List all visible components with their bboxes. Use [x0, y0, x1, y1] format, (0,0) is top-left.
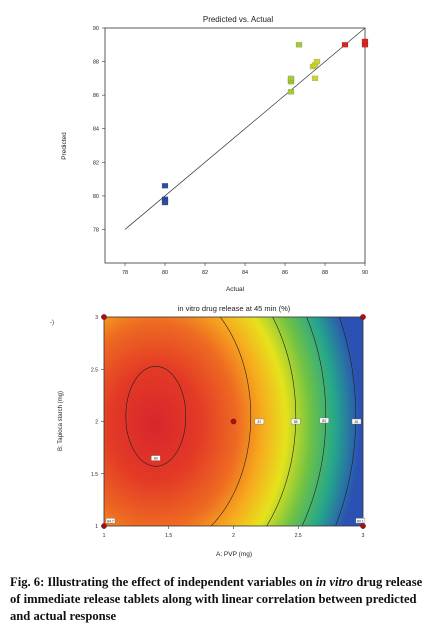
contour-line [210, 317, 252, 526]
contour-x-tick-label: 2.5 [295, 533, 302, 539]
contour-line [266, 317, 297, 526]
contour-label-box [151, 455, 161, 461]
contour-chart: in vitro drug release at 45 min (%) -) 8… [50, 304, 366, 558]
contour-label: 87 [257, 420, 261, 424]
contour-label: 85 [294, 420, 298, 424]
contour-y-tick-label: 2 [95, 420, 98, 426]
scatter-x-tick-label: 80 [162, 270, 168, 276]
caption-tail: drug release of immediate release tablet… [10, 575, 423, 623]
scatter-point [311, 75, 319, 82]
reference-line [124, 27, 366, 230]
contour-corner-label: -) [50, 320, 54, 326]
caption-lead: Fig. 6: Illustrating the effect of indep… [10, 575, 316, 589]
contour-y-ticks: 1 1.5 2 2.5 3 [91, 315, 104, 530]
contour-line [301, 317, 327, 526]
contour-label-box [105, 518, 116, 524]
scatter-x-label: Actual [226, 286, 245, 293]
caption-italic-in: in [315, 575, 327, 589]
contour-label: 81 [355, 420, 359, 424]
scatter-y-tick-label: 80 [93, 194, 99, 200]
contour-x-label: A: PVP (mg) [216, 551, 252, 558]
contour-label-box [351, 418, 362, 425]
contour-label: 83 [322, 419, 326, 423]
scatter-y-label: Predicted [61, 132, 68, 160]
contour-title: in vitro drug release at 45 min (%) [178, 304, 291, 313]
design-point [230, 418, 237, 425]
design-point [360, 314, 366, 320]
scatter-points [161, 38, 369, 206]
scatter-x-tick-label: 82 [202, 270, 208, 276]
contour-y-tick-label: 2.5 [91, 367, 98, 373]
scatter-chart: Predicted vs. Actual 78 80 82 84 86 88 90 78 80… [61, 15, 369, 293]
contour-label: 80.1 [357, 519, 364, 523]
scatter-point [313, 58, 321, 65]
scatter-y-tick-label: 86 [93, 93, 99, 99]
scatter-y-tick-label: 82 [93, 160, 99, 166]
contour-x-ticks: 1 1.5 2 2.5 3 [103, 526, 365, 539]
scatter-y-tick-label: 90 [93, 26, 99, 32]
contour-label: 84.7 [107, 519, 114, 523]
scatter-y-tick-label: 84 [93, 127, 99, 133]
scatter-y-tick-label: 78 [93, 227, 99, 233]
contour-x-tick-label: 1.5 [165, 533, 172, 539]
scatter-point [161, 183, 169, 189]
scatter-point [295, 42, 303, 48]
scatter-x-tick-label: 88 [322, 270, 328, 276]
contour-label-box [355, 518, 366, 524]
contour-x-tick-label: 2 [232, 533, 235, 539]
contour-y-tick-label: 1 [95, 524, 98, 530]
scatter-x-tick-label: 78 [122, 270, 128, 276]
contour-line [125, 365, 187, 467]
contour-x-tick-label: 1 [103, 533, 106, 539]
contour-lines [125, 317, 357, 526]
scatter-point [161, 199, 169, 206]
contour-y-tick-label: 3 [95, 315, 98, 321]
scatter-x-ticks: 78 80 82 84 86 88 90 [122, 263, 368, 276]
scatter-x-tick-label: 84 [242, 270, 248, 276]
contour-label-box [254, 418, 265, 425]
contour-label-box [291, 418, 301, 425]
scatter-x-tick-label: 86 [282, 270, 288, 276]
contour-label-box [319, 417, 329, 424]
scatter-point [287, 89, 295, 95]
contour-y-label: B: Tapioca starch (mg) [58, 391, 64, 451]
scatter-title: Predicted vs. Actual [203, 15, 273, 24]
scatter-plot-frame [104, 27, 366, 264]
scatter-y-tick-label: 88 [93, 60, 99, 66]
contour-label: 89 [154, 457, 158, 461]
scatter-point [341, 42, 349, 48]
contour-line [335, 317, 357, 526]
figure-caption: Fig. 6: Illustrating the effect of indep… [10, 574, 428, 625]
scatter-x-tick-label: 90 [362, 270, 368, 276]
scatter-point [361, 38, 369, 45]
scatter-point [287, 75, 295, 82]
contour-y-tick-label: 1.5 [91, 472, 98, 478]
figure-canvas: Predicted vs. Actual 78 80 82 84 86 88 90 78 80… [50, 15, 369, 558]
scatter-y-ticks: 78 80 82 84 86 88 90 [93, 26, 105, 233]
caption-italic-vitro: vitro [329, 575, 354, 589]
contour-x-tick-label: 3 [362, 533, 365, 539]
contour-value-labels: 84.7 89 87 85 83 81 80.1 [105, 417, 366, 524]
